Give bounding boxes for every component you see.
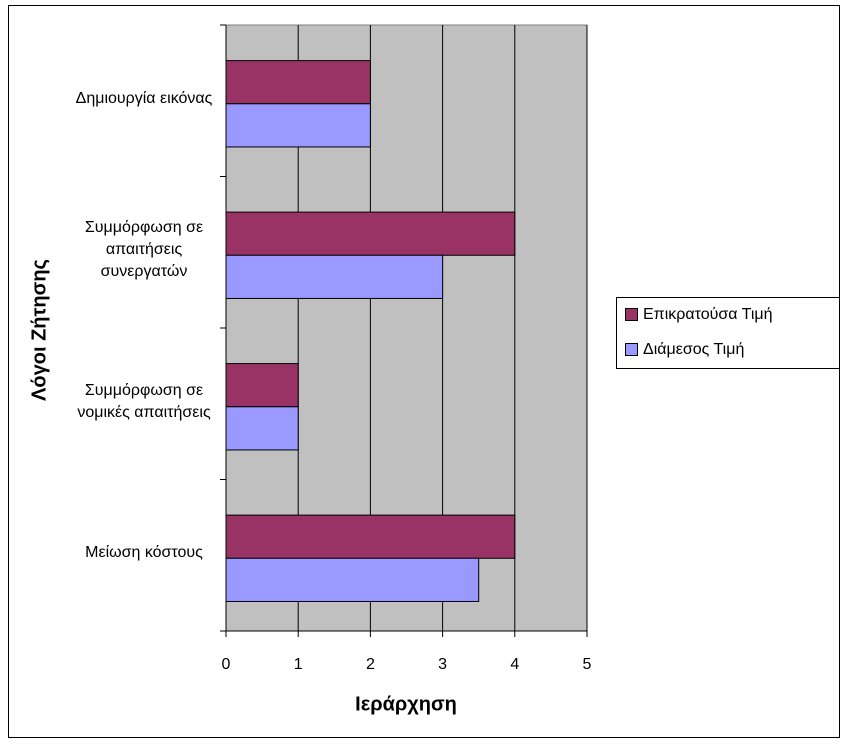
bar: [225, 363, 299, 408]
legend-label: Επικρατούσα Τιμή: [643, 306, 773, 323]
y-tick-label: Συμμόρφωση σε νομικές απαιτήσεις: [77, 381, 211, 421]
bar: [225, 211, 516, 256]
bar: [225, 103, 371, 148]
legend-swatch: [625, 308, 638, 321]
legend-swatch: [625, 343, 638, 356]
y-axis-title: Λόγοι Ζήτησης: [28, 259, 50, 401]
bar: [225, 254, 444, 299]
x-tick-label: 3: [438, 656, 447, 673]
bar: [225, 60, 371, 105]
legend-label: Διάμεσος Τιμή: [643, 341, 744, 358]
x-tick-label: 5: [583, 656, 592, 673]
x-tick-label: 0: [222, 656, 231, 673]
legend-box: [616, 297, 840, 369]
x-tick-label: 4: [510, 656, 519, 673]
x-tick-label: 1: [294, 656, 303, 673]
x-axis-title: Ιεράρχηση: [355, 693, 457, 715]
x-tick-label: 2: [366, 656, 375, 673]
bar: [225, 406, 299, 451]
y-tick-label: Συμμόρφωση σε απαιτήσεις συνεργατών: [84, 219, 204, 281]
bar: [225, 557, 480, 602]
bar: [225, 514, 516, 559]
y-tick-label: Δημιουργία εικόνας: [75, 89, 213, 107]
y-tick-label: Μείωση κόστους: [85, 544, 203, 562]
